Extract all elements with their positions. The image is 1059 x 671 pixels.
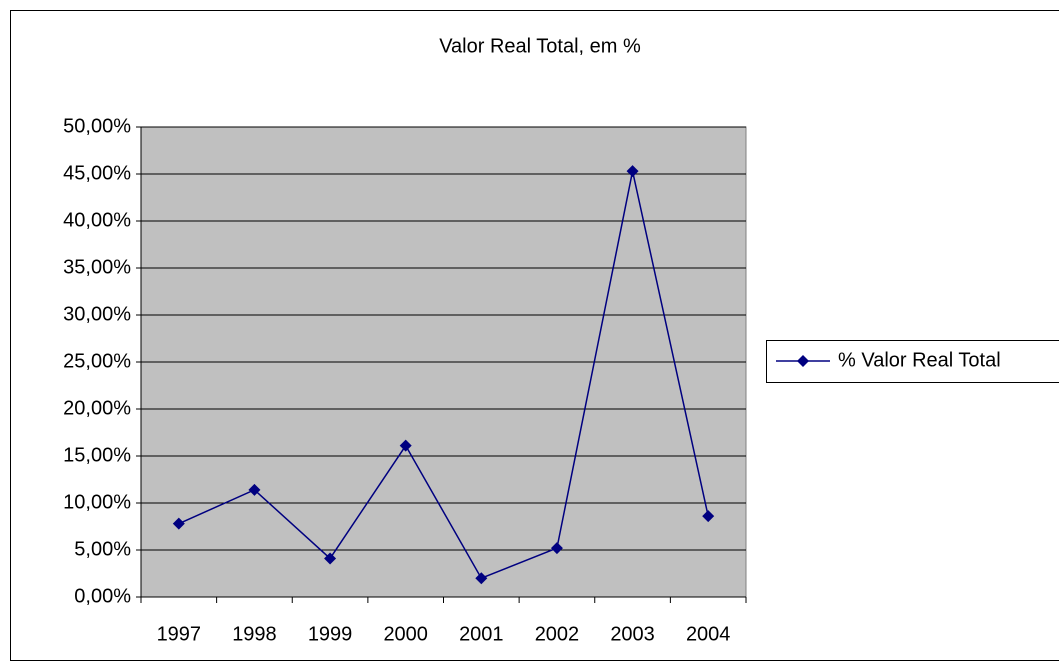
y-tick-label: 20,00% bbox=[63, 397, 131, 419]
data-point bbox=[399, 439, 412, 452]
legend-label: % Valor Real Total bbox=[838, 349, 1001, 371]
data-point bbox=[475, 572, 488, 585]
x-tick-label: 2004 bbox=[686, 623, 731, 645]
series-line bbox=[178, 171, 709, 580]
x-tick-label: 1999 bbox=[308, 623, 353, 645]
y-tick-label: 25,00% bbox=[63, 350, 131, 372]
y-tick-label: 45,00% bbox=[63, 162, 131, 184]
y-tick-label: 10,00% bbox=[63, 491, 131, 513]
y-tick-label: 5,00% bbox=[74, 538, 131, 560]
y-tick-label: 0,00% bbox=[74, 585, 131, 607]
y-tick-label: 35,00% bbox=[63, 256, 131, 278]
y-tick-label: 30,00% bbox=[63, 303, 131, 325]
data-point bbox=[550, 542, 563, 555]
x-tick-label: 2000 bbox=[383, 623, 428, 645]
y-tick-label: 40,00% bbox=[63, 209, 131, 231]
data-point bbox=[324, 552, 337, 565]
chart-title: Valor Real Total, em % bbox=[439, 35, 641, 57]
y-tick-label: 50,00% bbox=[63, 115, 131, 137]
data-point bbox=[626, 165, 639, 178]
y-tick-label: 15,00% bbox=[63, 444, 131, 466]
x-tick-label: 2003 bbox=[610, 623, 655, 645]
x-tick-label: 2001 bbox=[459, 623, 504, 645]
x-tick-label: 2002 bbox=[535, 623, 580, 645]
data-point bbox=[702, 510, 715, 523]
data-point bbox=[172, 517, 185, 530]
x-tick-label: 1998 bbox=[232, 623, 277, 645]
data-point bbox=[248, 483, 261, 496]
x-tick-label: 1997 bbox=[157, 623, 202, 645]
legend-marker bbox=[797, 355, 809, 367]
